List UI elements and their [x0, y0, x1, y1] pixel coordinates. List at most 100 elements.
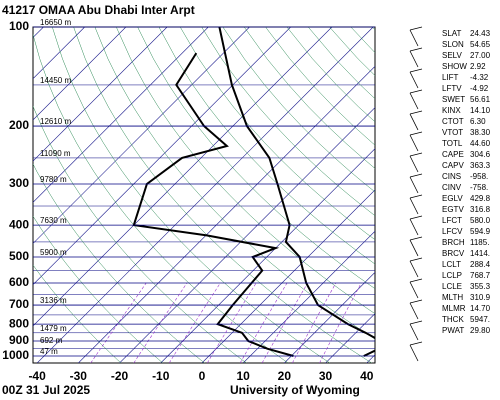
index-name: LCLT	[442, 260, 461, 269]
mixing-ratio	[261, 282, 308, 363]
index-name: LIFT	[442, 73, 459, 82]
wind-barb	[409, 299, 423, 304]
x-tick-label: -40	[28, 369, 46, 383]
wind-barb	[409, 260, 419, 278]
isotherm	[119, 107, 375, 363]
dry-adiabat	[33, 215, 163, 363]
height-label: 47 m	[40, 347, 58, 356]
dry-adiabat	[179, 27, 375, 241]
time-label: 00Z 31 Jul 2025	[2, 383, 90, 397]
index-value: 355.3	[470, 282, 491, 291]
y-tick-label: 100	[9, 19, 29, 33]
index-name: BRCH	[442, 238, 465, 247]
x-tick-label: -30	[70, 369, 88, 383]
x-tick-label: 40	[360, 369, 374, 383]
isotherm	[33, 27, 209, 203]
index-value: 6.30	[470, 117, 486, 126]
y-tick-label: 800	[9, 316, 29, 330]
wind-barb	[409, 257, 423, 262]
wind-barb	[409, 197, 419, 215]
index-value: 768.7	[470, 271, 491, 280]
x-tick-label: 20	[278, 369, 292, 383]
isotherm	[284, 271, 375, 363]
index-name: SLAT	[442, 29, 462, 38]
plot-frame	[32, 26, 376, 364]
x-tick-label: -10	[152, 369, 170, 383]
index-value: 38.30	[470, 128, 491, 137]
x-tick-label: -20	[111, 369, 129, 383]
profile-line	[218, 27, 375, 357]
index-value: 316.8	[470, 205, 491, 214]
wind-barb	[409, 131, 423, 136]
index-name: SHOW	[442, 62, 467, 71]
wind-barb	[409, 341, 423, 346]
dry-adiabat	[33, 163, 205, 363]
dry-adiabat	[33, 264, 122, 363]
height-label: 1479 m	[40, 324, 67, 333]
index-name: CAPV	[442, 161, 464, 170]
height-label: 11090 m	[40, 149, 71, 158]
isotherm	[36, 27, 374, 363]
mixing-ratio	[292, 282, 337, 363]
wind-barb	[409, 29, 419, 47]
y-tick-label: 900	[9, 333, 29, 347]
wind-barb	[409, 278, 423, 283]
wind-barb	[409, 110, 423, 115]
index-value: 429.8	[470, 194, 491, 203]
index-name: EGLV	[442, 194, 463, 203]
index-value: 56.61	[470, 95, 491, 104]
height-label: 5900 m	[40, 248, 67, 257]
y-tick-label: 500	[9, 249, 29, 263]
wind-barb	[409, 281, 419, 299]
y-tick-label: 200	[9, 118, 29, 132]
y-tick-label: 700	[9, 297, 29, 311]
index-name: PWAT	[442, 326, 464, 335]
index-name: EGTV	[442, 205, 464, 214]
wind-barb	[409, 50, 419, 68]
index-value: 2.92	[470, 62, 486, 71]
dry-adiabat	[73, 27, 372, 363]
index-name: SLON	[442, 40, 464, 49]
wind-barb	[409, 194, 423, 199]
isotherm	[33, 27, 333, 327]
index-value: 24.43	[470, 29, 491, 38]
index-value: -958.	[470, 172, 488, 181]
index-value: 29.80	[470, 326, 491, 335]
wind-barb	[409, 89, 423, 94]
index-value: -4.32	[470, 73, 489, 82]
isotherm	[33, 27, 127, 121]
index-name: VTOT	[442, 128, 463, 137]
dry-adiabat	[158, 27, 375, 265]
dry-adiabat	[116, 27, 375, 314]
height-label: 14450 m	[40, 76, 71, 85]
wind-barb	[409, 323, 419, 341]
height-label: 692 m	[40, 336, 63, 345]
wind-barb	[409, 320, 423, 325]
index-name: LFCV	[442, 227, 463, 236]
mixing-ratio	[319, 282, 362, 363]
source-label: University of Wyoming	[230, 383, 360, 397]
mixing-ratio	[90, 282, 147, 363]
index-value: 310.9	[470, 293, 491, 302]
mixing-ratio	[133, 282, 188, 363]
index-name: CAPE	[442, 150, 464, 159]
index-value: 44.60	[470, 139, 491, 148]
y-tick-label: 1000	[2, 348, 29, 362]
index-value: -758.	[470, 183, 488, 192]
x-tick-label: 30	[319, 369, 333, 383]
wind-barb	[409, 71, 419, 89]
dry-adiabat	[222, 27, 375, 193]
dry-adiabat	[33, 33, 289, 363]
isotherm	[33, 27, 44, 38]
index-name: CTOT	[442, 117, 464, 126]
wind-barb	[409, 344, 419, 362]
index-value: 14.70	[470, 304, 491, 313]
isotherm	[0, 27, 2, 363]
profile-line	[132, 52, 294, 357]
wind-barb	[409, 68, 423, 73]
index-name: CINV	[442, 183, 462, 192]
wind-barb	[409, 218, 419, 236]
index-value: 580.0	[470, 216, 491, 225]
